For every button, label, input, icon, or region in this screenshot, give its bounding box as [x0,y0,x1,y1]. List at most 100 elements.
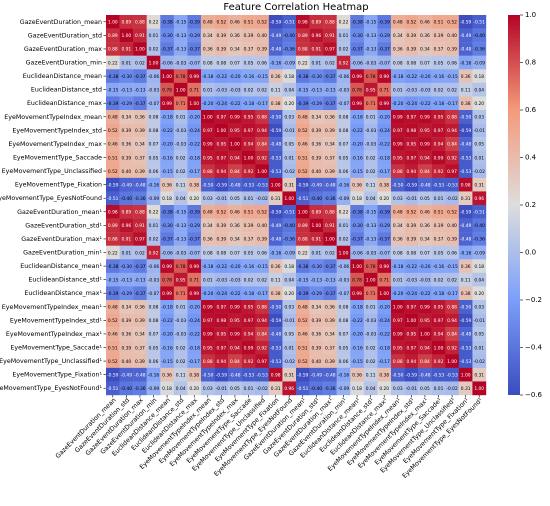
heatmap-cell [404,164,419,179]
cell-label: 0.88 [257,305,267,311]
cell-label: -0.50 [202,182,214,188]
heatmap-cell [160,354,175,369]
heatmap-cell [282,137,297,151]
cell-label: 0.37 [325,155,335,161]
cell-label: 0.06 [447,250,457,256]
heatmap-cell [350,367,365,382]
heatmap-cell [201,15,215,29]
heatmap-cell [187,55,202,70]
cell-label: -0.15 [446,74,458,80]
heatmap-cell [418,110,432,124]
heatmap-cell [377,191,392,206]
heatmap-cell [296,232,310,246]
heatmap-cell [323,327,337,341]
cell-label: 0.48 [298,115,308,121]
cell-label: 0.39 [325,128,335,134]
heatmap-cell [187,272,202,287]
cell-label: -0.20 [379,115,391,121]
cell-label: -0.01 [474,128,486,134]
cell-label: 0.34 [230,47,240,53]
cell-label: -0.53 [270,345,282,351]
heatmap-cell [350,259,365,274]
heatmap-cell [418,259,432,274]
heatmap-cell [187,381,202,396]
heatmap-cell [445,381,460,396]
heatmap-cell [133,137,147,151]
heatmap-cell [160,69,175,84]
heatmap-cell [418,300,432,314]
cell-label: 0.02 [244,87,254,93]
cell-label: 0.36 [352,182,362,188]
heatmap-cell [255,82,270,97]
heatmap-cell [418,164,432,179]
heatmap-cell [404,28,419,43]
cell-label: 0.01 [121,60,131,66]
heatmap-cell [119,82,134,97]
heatmap-cell [431,340,446,355]
cell-label: -0.17 [256,291,268,297]
heatmap-cell [418,150,432,165]
heatmap-cell [228,327,242,341]
heatmap-cell [214,232,229,246]
cell-label: 0.02 [135,250,145,256]
cell-label: 0.97 [393,128,403,134]
heatmap-cell [309,150,324,165]
cell-label: -0.18 [243,101,255,107]
cell-label: 0.39 [121,345,131,351]
cell-label: 0.39 [135,318,145,324]
cell-label: 0.89 [311,210,321,216]
heatmap-cell [119,300,134,314]
heatmap-cell [363,245,378,260]
heatmap-cell [282,286,297,301]
cell-label: 0.84 [447,142,457,148]
heatmap-cell [160,286,175,301]
cell-label: 0.97 [447,169,457,175]
heatmap-cell [160,232,175,246]
cell-label: 0.01 [434,196,444,202]
cell-label: 0.02 [434,87,444,93]
cell-label: 0.06 [257,60,267,66]
heatmap-cell [106,69,120,84]
cell-label: 0.94 [244,142,254,148]
cell-label: -0.20 [379,305,391,311]
heatmap-cell [404,55,419,70]
heatmap-cell [309,123,324,138]
heatmap-cell [146,28,161,43]
heatmap-cell [363,191,378,206]
cell-label: -0.49 [270,223,282,229]
heatmap-cell [187,177,202,192]
heatmap-cell [472,15,487,29]
heatmap-cell [228,286,242,301]
heatmap-cell [363,110,378,124]
heatmap-cell [241,205,256,219]
heatmap-cell [363,69,378,84]
cell-label: 0.99 [162,101,172,107]
heatmap-cell [133,272,147,287]
cell-label: 0.95 [434,305,444,311]
heatmap-cell [228,218,242,233]
heatmap-cell [173,327,188,341]
heatmap-cell [119,286,134,301]
cell-label: 0.01 [176,305,186,311]
heatmap-cell [201,340,215,355]
heatmap-cell [336,82,351,97]
cell-label: 0.99 [352,101,362,107]
heatmap-cell [377,96,392,111]
cell-label: 0.18 [352,196,362,202]
heatmap-cell [431,300,446,314]
cell-label: 0.46 [420,210,430,216]
cell-label: -0.30 [311,74,323,80]
cell-label: -0.16 [270,60,282,66]
cell-label: 0.99 [352,74,362,80]
cell-label: 0.36 [203,237,213,243]
heatmap-cell [404,340,419,355]
cell-label: -0.30 [161,223,173,229]
heatmap-cell [391,300,405,314]
heatmap-cell [323,232,337,246]
cell-label: -0.20 [351,332,363,338]
cell-label: 0.88 [203,359,213,365]
heatmap-cell [241,286,256,301]
heatmap-cell [309,205,324,219]
cell-label: -0.50 [202,372,214,378]
heatmap-cell [282,313,297,328]
